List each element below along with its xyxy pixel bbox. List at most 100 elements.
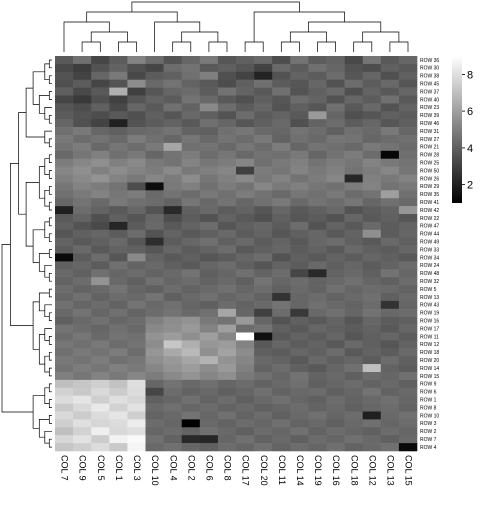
heatmap-cell	[109, 190, 128, 199]
heatmap-cell	[127, 119, 146, 128]
heatmap-cell	[344, 229, 363, 238]
heatmap-cell	[272, 87, 291, 96]
heatmap-cell	[380, 142, 400, 152]
heatmap-cell	[398, 150, 418, 159]
heatmap-cell	[127, 79, 146, 88]
heatmap-cell	[308, 253, 327, 262]
heatmap-cell	[163, 364, 182, 373]
column-label: COL 6	[205, 455, 215, 481]
heatmap-cell	[308, 190, 327, 199]
heatmap-cell	[344, 253, 363, 262]
heatmap-cell	[308, 308, 327, 317]
heatmap-cell	[308, 285, 327, 294]
heatmap-cell	[217, 372, 237, 381]
heatmap-cell	[254, 119, 273, 128]
heatmap-cell	[398, 277, 418, 286]
heatmap-cell	[91, 135, 110, 144]
heatmap-cell	[145, 419, 164, 428]
heatmap-cell	[362, 419, 382, 428]
heatmap-cell	[127, 111, 146, 120]
row-label: ROW 38	[420, 74, 439, 80]
heatmap-cell	[398, 63, 418, 73]
heatmap-cell	[272, 387, 291, 396]
heatmap-cell	[380, 435, 400, 444]
heatmap-cell	[73, 372, 92, 381]
heatmap-cell	[254, 174, 273, 183]
heatmap-cell	[308, 340, 327, 349]
heatmap-cell	[181, 356, 201, 365]
heatmap-cell	[181, 71, 201, 80]
heatmap-cell	[55, 395, 74, 404]
heatmap-cell	[109, 63, 128, 73]
heatmap-cell	[91, 261, 110, 270]
heatmap-cell	[362, 87, 382, 96]
heatmap-cell	[272, 411, 291, 420]
heatmap-cell	[398, 285, 418, 294]
heatmap-cell	[199, 95, 219, 104]
heatmap-cell	[55, 332, 74, 341]
heatmap-cell	[254, 135, 273, 144]
heatmap-cell	[217, 245, 237, 254]
heatmap-cell	[380, 395, 400, 404]
heatmap-cell	[362, 190, 382, 199]
heatmap-cell	[236, 435, 255, 444]
heatmap-cell	[254, 332, 273, 341]
heatmap-cell	[398, 300, 418, 310]
heatmap-cell	[127, 435, 146, 444]
heatmap-cell	[236, 111, 255, 120]
heatmap-cell	[55, 364, 74, 373]
heatmap-cell	[308, 427, 327, 436]
heatmap-cell	[362, 356, 382, 365]
heatmap-cell	[163, 119, 182, 128]
heatmap-cell	[91, 372, 110, 381]
heatmap-cell	[73, 87, 92, 96]
heatmap-cell	[290, 166, 309, 175]
heatmap-cell	[73, 198, 92, 207]
heatmap-cell	[344, 269, 363, 278]
heatmap-cell	[55, 119, 74, 128]
heatmap-cell	[362, 300, 382, 310]
row-label: ROW 22	[420, 216, 439, 222]
heatmap-cell	[127, 293, 146, 302]
heatmap-cell	[217, 206, 237, 215]
heatmap-cell	[145, 300, 164, 310]
row-label: ROW 7	[420, 437, 437, 443]
heatmap-cell	[73, 253, 92, 262]
row-label: ROW 44	[420, 232, 439, 238]
heatmap-cell	[254, 103, 273, 112]
heatmap-cell	[109, 427, 128, 436]
heatmap-cell	[290, 277, 309, 286]
heatmap-cell	[127, 190, 146, 199]
heatmap-cell	[55, 316, 74, 325]
heatmap-cell	[362, 411, 382, 420]
heatmap-cell	[344, 142, 363, 152]
heatmap-cell	[290, 285, 309, 294]
heatmap-cell	[236, 214, 255, 223]
heatmap-cell	[73, 324, 92, 333]
heatmap-cell	[362, 348, 382, 357]
row-label: ROW 43	[420, 303, 439, 309]
heatmap-cell	[181, 166, 201, 175]
row-label: ROW 18	[420, 350, 439, 356]
heatmap-cell	[73, 379, 92, 389]
heatmap-cell	[127, 63, 146, 73]
heatmap-cell	[145, 174, 164, 183]
heatmap-cell	[181, 206, 201, 215]
heatmap-cell	[73, 443, 92, 452]
heatmap-cell	[344, 166, 363, 175]
heatmap-cell	[73, 182, 92, 191]
heatmap-cell	[344, 379, 363, 389]
heatmap-cell	[362, 285, 382, 294]
heatmap-cell	[73, 300, 92, 310]
heatmap-cell	[127, 135, 146, 144]
heatmap-cell	[380, 174, 400, 183]
heatmap-cell	[326, 71, 345, 80]
heatmap-cell	[55, 142, 74, 152]
heatmap-cell	[145, 332, 164, 341]
heatmap-cell	[127, 308, 146, 317]
heatmap-cell	[344, 316, 363, 325]
heatmap-cell	[308, 411, 327, 420]
heatmap-cell	[380, 411, 400, 420]
heatmap-cell	[254, 79, 273, 88]
